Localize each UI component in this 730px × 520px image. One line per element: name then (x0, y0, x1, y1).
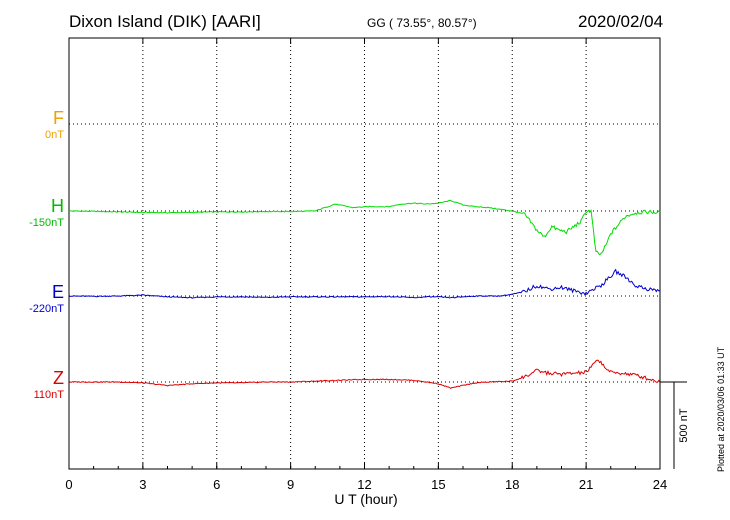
x-tick-label: 9 (287, 477, 294, 492)
x-tick-label: 6 (213, 477, 220, 492)
x-tick-label: 24 (653, 477, 667, 492)
x-tick-label: 15 (431, 477, 445, 492)
component-f-name: F (53, 108, 64, 128)
component-f-offset: 0nT (45, 129, 64, 141)
component-h-offset: -150nT (29, 217, 64, 229)
x-axis-ticks: 0 3 6 9 12 15 18 21 24 (65, 38, 667, 492)
component-e-name: E (51, 282, 64, 302)
series-line-e (69, 268, 661, 299)
x-tick-label: 3 (139, 477, 146, 492)
grid-lines (142, 38, 587, 469)
station-title: Dixon Island (DIK) [AARI] (69, 12, 261, 31)
geographic-coordinates: GG ( 73.55°, 80.57°) (367, 16, 477, 30)
component-h-name: H (51, 196, 64, 216)
component-f-label: F 0nT (0, 108, 64, 141)
series-line-z (68, 359, 661, 390)
plot-date: 2020/02/04 (578, 12, 664, 31)
x-tick-label: 18 (505, 477, 519, 492)
x-tick-label: 12 (357, 477, 371, 492)
series-line-h (68, 199, 661, 256)
x-tick-label: 0 (65, 477, 72, 492)
component-z-offset: 110nT (33, 389, 64, 401)
component-z-label: Z 110nT (0, 368, 64, 401)
scale-bar-label: 500 nT (678, 408, 690, 443)
plotted-text: Plotted at 2020/03/06 01:33 UT (716, 346, 726, 472)
component-z-name: Z (53, 368, 64, 388)
x-tick-label: 21 (579, 477, 593, 492)
component-e-label: E -220nT (0, 282, 64, 315)
component-h-label: H -150nT (0, 196, 64, 229)
component-e-offset: -220nT (29, 303, 64, 315)
scale-bar: 500 nT (660, 381, 690, 469)
component-baselines (69, 123, 660, 383)
x-axis-label: U T (hour) (334, 491, 397, 507)
data-series (68, 199, 661, 390)
